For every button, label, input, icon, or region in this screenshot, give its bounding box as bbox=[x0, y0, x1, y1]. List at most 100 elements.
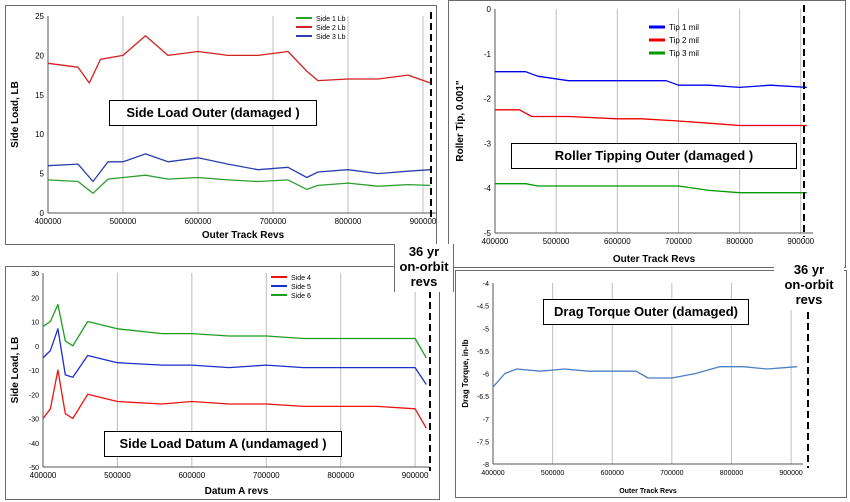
x-tick-label: 800000 bbox=[720, 470, 743, 477]
y-tick-label: 0 bbox=[40, 209, 45, 218]
y-tick-label: 5 bbox=[40, 170, 45, 179]
y-tick-label: 0 bbox=[487, 5, 492, 14]
rev-note-line: 36 yr bbox=[408, 244, 440, 259]
y-tick-label: -4 bbox=[483, 281, 489, 288]
y-tick-label: -6 bbox=[483, 372, 489, 379]
y-axis-title: Side Load, LB bbox=[10, 337, 21, 404]
series-line bbox=[42, 369, 427, 429]
legend-label: Side 6 bbox=[291, 293, 311, 300]
x-axis-title: Datum A revs bbox=[205, 486, 269, 497]
x-tick-label: 900000 bbox=[410, 217, 436, 226]
x-tick-label: 400000 bbox=[30, 471, 57, 480]
x-tick-label: 900000 bbox=[402, 471, 429, 480]
x-tick-label: 800000 bbox=[327, 471, 354, 480]
y-tick-label: 0 bbox=[35, 344, 39, 351]
y-axis-title: Side Load, LB bbox=[10, 81, 21, 148]
grid bbox=[494, 9, 802, 233]
y-tick-label: -20 bbox=[29, 392, 39, 399]
chart-callout: Roller Tipping Outer (damaged ) bbox=[511, 143, 797, 169]
x-axis-title: Outer Track Revs bbox=[613, 254, 696, 265]
rev-note-line: revs bbox=[410, 274, 438, 289]
legend-label: Side 1 Lb bbox=[316, 16, 346, 23]
chart-drag-torque: 400000 500000 600000 700000 800000 900000 -8 -7… bbox=[461, 279, 809, 495]
x-tick-label: 900000 bbox=[787, 237, 814, 246]
series-line bbox=[47, 153, 431, 183]
y-tick-label: 15 bbox=[35, 91, 44, 100]
legend: Tip 1 mil Tip 2 mil Tip 3 mil bbox=[649, 23, 699, 58]
legend-label: Side 5 bbox=[291, 284, 311, 291]
x-tick-label: 700000 bbox=[665, 237, 692, 246]
y-tick-label: 30 bbox=[31, 271, 39, 278]
legend-label: Tip 1 mil bbox=[669, 23, 699, 32]
chart-side-load-datum: 400000 500000 600000 700000 800000 900000 -50 -… bbox=[10, 269, 431, 497]
x-tick-label: 500000 bbox=[541, 470, 564, 477]
series-line bbox=[42, 303, 427, 359]
y-tick-label: -40 bbox=[29, 441, 39, 448]
chart-side-load-outer: 400000 500000 600000 700000 800000 900000 0 5 10… bbox=[10, 12, 436, 241]
y-tick-label: -7 bbox=[483, 417, 489, 424]
y-tick-label: -50 bbox=[29, 465, 39, 472]
x-tick-label: 400000 bbox=[481, 470, 504, 477]
series-line bbox=[495, 109, 807, 127]
legend: Side 1 Lb Side 2 Lb Side 3 Lb bbox=[296, 16, 346, 41]
y-axis-title: Roller Tip, 0.001" bbox=[455, 80, 466, 162]
rev-note-line: revs bbox=[795, 292, 823, 307]
legend: Side 4 Side 5 Side 6 bbox=[271, 275, 311, 300]
series-line bbox=[47, 174, 431, 194]
x-tick-label: 600000 bbox=[185, 217, 212, 226]
series-line bbox=[492, 366, 798, 388]
series-line bbox=[47, 35, 431, 84]
y-tick-label: -5 bbox=[484, 229, 492, 238]
x-tick-label: 600000 bbox=[604, 237, 631, 246]
x-tick-label: 700000 bbox=[253, 471, 280, 480]
y-tick-label: -7.5 bbox=[477, 439, 489, 446]
chart-panel-side-load-outer: 400000 500000 600000 700000 800000 900000 0 5 10… bbox=[5, 5, 437, 245]
y-tick-label: -2 bbox=[484, 95, 492, 104]
y-tick-label: 10 bbox=[31, 320, 39, 327]
x-tick-label: 800000 bbox=[726, 237, 753, 246]
x-tick-label: 400000 bbox=[35, 217, 62, 226]
rev-note-line: on-orbit bbox=[784, 277, 834, 292]
chart-panel-side-load-datum: 400000 500000 600000 700000 800000 900000 -50 -… bbox=[5, 266, 440, 500]
x-tick-label: 500000 bbox=[104, 471, 131, 480]
y-tick-label: -4 bbox=[484, 184, 492, 193]
y-tick-label: -10 bbox=[29, 368, 39, 375]
x-tick-label: 500000 bbox=[543, 237, 570, 246]
x-tick-label: 700000 bbox=[260, 217, 287, 226]
legend-label: Tip 3 mil bbox=[669, 49, 699, 58]
y-tick-label: -6.5 bbox=[477, 394, 489, 401]
chart-panel-roller-tipping: 400000 500000 600000 700000 800000 900000 -5 -4… bbox=[448, 0, 846, 268]
series-line bbox=[42, 328, 427, 385]
legend-label: Side 4 bbox=[291, 275, 311, 282]
rev-note-line: on-orbit bbox=[399, 259, 449, 274]
x-tick-label: 400000 bbox=[482, 237, 509, 246]
rev-note-line: 36 yr bbox=[793, 262, 825, 277]
y-tick-label: 10 bbox=[35, 130, 44, 139]
rev-note-right: 36 yr on-orbit revs bbox=[774, 262, 844, 310]
series-line bbox=[495, 71, 807, 89]
legend-label: Side 3 Lb bbox=[316, 34, 346, 41]
x-tick-label: 900000 bbox=[779, 470, 802, 477]
y-axis-title: Drag Torque, in-lb bbox=[461, 339, 470, 407]
y-tick-label: 20 bbox=[31, 295, 39, 302]
x-tick-label: 600000 bbox=[601, 470, 624, 477]
y-tick-label: -5 bbox=[483, 326, 489, 333]
y-tick-label: -3 bbox=[484, 139, 492, 148]
y-tick-label: -30 bbox=[29, 417, 39, 424]
x-tick-label: 600000 bbox=[178, 471, 205, 480]
y-tick-label: -8 bbox=[483, 462, 489, 469]
y-tick-label: -1 bbox=[484, 50, 492, 59]
legend-label: Side 2 Lb bbox=[316, 25, 346, 32]
x-tick-label: 500000 bbox=[110, 217, 137, 226]
chart-callout: Side Load Outer (damaged ) bbox=[109, 100, 317, 126]
y-tick-label: -5.5 bbox=[477, 349, 489, 356]
x-tick-label: 700000 bbox=[660, 470, 683, 477]
legend-label: Tip 2 mil bbox=[669, 36, 699, 45]
rev-note-left: 36 yr on-orbit revs bbox=[394, 244, 454, 292]
chart-roller-tipping: 400000 500000 600000 700000 800000 900000 -5 -4… bbox=[455, 5, 815, 265]
y-tick-label: -4.5 bbox=[477, 304, 489, 311]
x-tick-label: 800000 bbox=[335, 217, 362, 226]
chart-callout: Side Load Datum A (undamaged ) bbox=[104, 431, 342, 457]
chart-callout: Drag Torque Outer (damaged) bbox=[543, 299, 749, 325]
y-tick-label: 20 bbox=[35, 51, 44, 60]
